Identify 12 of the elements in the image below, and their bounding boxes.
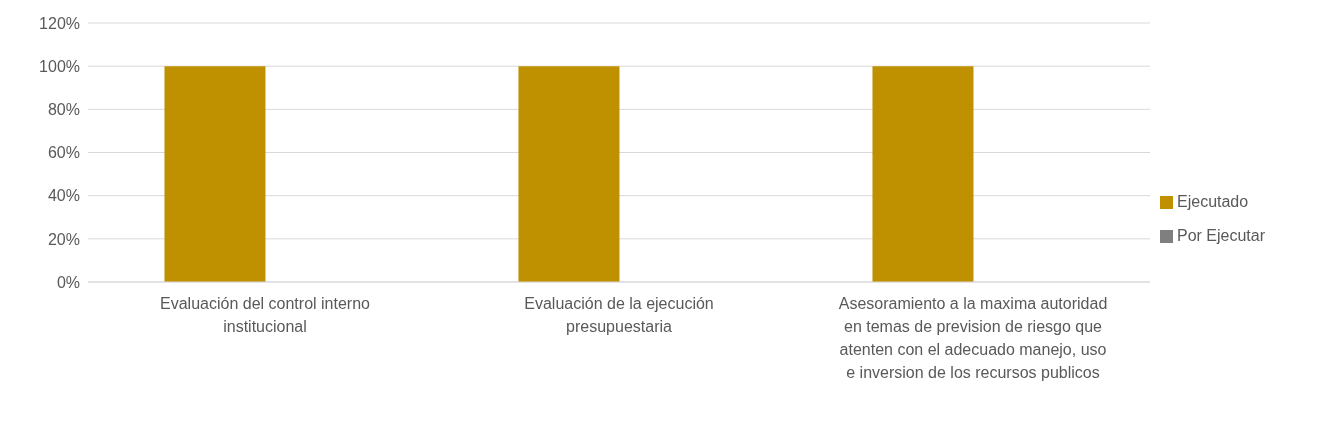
y-tick-label: 0%: [56, 273, 80, 291]
x-tick-label: Evaluación de la ejecución presupuestaria: [524, 295, 714, 336]
y-tick-label: 100%: [39, 57, 80, 75]
legend-label: Por Ejecutar: [1177, 226, 1266, 244]
y-tick-label: 20%: [47, 230, 80, 248]
y-tick-label: 60%: [47, 144, 80, 162]
y-tick-label: 80%: [47, 101, 80, 119]
x-tick-label: Asesoramiento a la maxima autoridad en temas de prevision de riesgo que atenten con el adecuado manejo, uso e inversion de los recursos publicos: [838, 295, 1108, 382]
y-tick-label: 40%: [47, 187, 80, 205]
y-tick-label: 120%: [39, 14, 80, 32]
legend-label: Ejecutado: [1177, 192, 1249, 210]
x-tick-label: Evaluación del control interno institucional: [160, 295, 371, 336]
